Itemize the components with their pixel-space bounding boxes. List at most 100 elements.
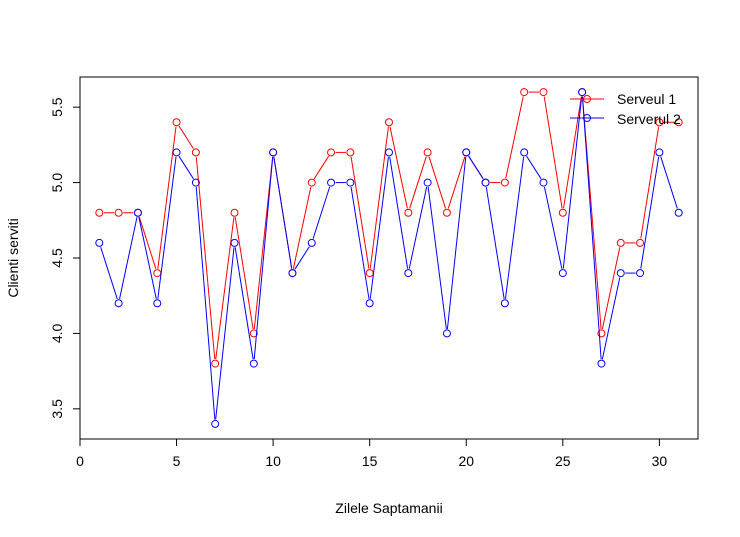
series-1-point [597,329,606,338]
series-1-segment [563,96,582,209]
series-1-point [655,118,664,127]
series-1-point [365,269,374,278]
legend: Serveul 1 Serverul 2 [570,91,681,127]
series-1-point [636,238,645,247]
y-tick-label: 5.5 [49,97,65,117]
series-2-point [211,419,220,428]
series-1-segment [601,247,621,330]
series-1-point [211,359,220,368]
series-2-point [230,238,239,247]
series-1-point [327,148,336,157]
series-1-point [500,178,509,187]
series-2-segment [640,156,660,269]
series-1-point [114,208,123,217]
series-2-segment [178,155,194,180]
series-2-segment [253,156,274,360]
series-1-point [346,148,355,157]
series-1-segment [313,155,330,180]
series-2-segment [195,187,216,420]
series-1-point [385,118,393,127]
series-2-segment [526,155,542,180]
y-tick-label: 4.5 [49,248,65,268]
series-2-segment [446,156,467,329]
series-2-point [153,299,162,308]
series-2-point [269,148,278,157]
x-tick-label: 20 [458,453,474,469]
series-2-segment [312,186,331,239]
series-2-segment [215,247,235,420]
series-1-segment [195,156,216,360]
series-2-point [288,269,297,278]
series-2-segment [562,96,583,269]
series-2-point [404,269,413,278]
x-tick-label: 30 [652,453,668,469]
series-2-point [423,178,432,187]
series-1-segment [428,156,447,209]
series-1-point [520,88,529,97]
series-1-point [153,269,162,278]
series-2-point [674,208,683,217]
x-tick-label: 25 [555,453,571,469]
series-1-point [616,238,625,247]
series-2-point [500,299,509,308]
y-axis-title: Clienti serviti [5,218,21,297]
series-1-point [172,118,181,127]
y-tick-label: 5.0 [49,173,65,193]
series-2-point [385,148,393,157]
series-1-segment [447,156,466,209]
series-2-point [481,178,490,187]
series-1-segment [543,96,563,209]
series-1-point [558,208,567,217]
series-2-segment [119,217,138,299]
series-1-segment [253,156,274,329]
x-axis-title: Zilele Saptamanii [335,500,442,516]
series-1-segment [409,156,427,209]
series-1-point [442,208,451,217]
series-1-point [191,148,200,157]
series-2-point [558,269,567,278]
series-2-point [133,208,142,217]
y-tick-label: 3.5 [49,399,65,419]
series-2-segment [504,156,525,299]
series-1-segment [215,217,235,360]
series-2-point [95,238,104,247]
series-2-point [539,178,548,187]
series-1-point [674,118,683,127]
series-2-segment [543,186,563,269]
series-2-point [346,178,355,187]
series-1-point [423,148,432,157]
series-2-point [307,238,316,247]
y-tick-label: 4.0 [49,323,65,343]
series-1-point [249,329,258,338]
series-2-segment [427,186,447,330]
series-1-point [404,208,413,217]
series-2-point [636,269,645,278]
series-1-segment [350,156,370,269]
series-1-segment [234,217,254,330]
series-1 [95,88,683,368]
series-2-point [616,269,625,278]
series-layer [95,88,683,428]
series-2-segment [468,155,484,180]
series-2-point [597,359,606,368]
series-2-segment [660,156,678,209]
series-2-point [442,329,451,338]
legend-label-series-1: Serveul 1 [617,91,676,107]
series-2-point [191,178,200,187]
series-2-point [655,148,664,157]
series-2-point [114,299,123,308]
x-tick-label: 15 [362,453,378,469]
y-axis: 3.5 4.0 4.5 5.0 5.5 [49,97,80,419]
series-2-segment [389,156,409,269]
series-1-segment [292,186,312,269]
x-tick-label: 10 [265,453,281,469]
series-2-point [365,299,374,308]
series-2-segment [581,96,602,360]
series-1-segment [138,216,157,269]
series-2-segment [369,156,389,299]
series-2-segment [485,186,505,299]
series-1-segment [369,126,389,269]
series-1-segment [640,126,660,239]
series-2-segment [350,186,370,299]
